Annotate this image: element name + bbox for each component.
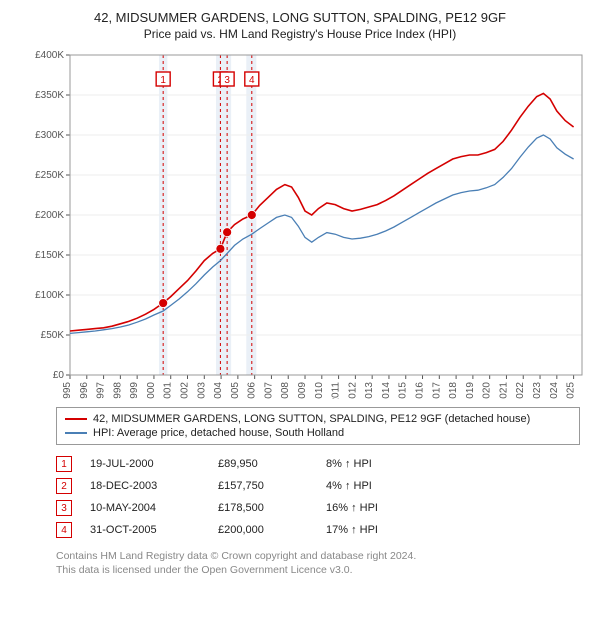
transaction-date: 31-OCT-2005 xyxy=(90,524,200,536)
svg-text:£0: £0 xyxy=(53,370,65,381)
transaction-badge: 2 xyxy=(56,478,72,494)
svg-text:2008: 2008 xyxy=(280,382,291,399)
svg-text:2015: 2015 xyxy=(398,382,409,399)
svg-text:1995: 1995 xyxy=(62,382,73,399)
svg-text:£300K: £300K xyxy=(35,130,64,141)
svg-text:3: 3 xyxy=(224,75,230,86)
footer-line-1: Contains HM Land Registry data © Crown c… xyxy=(56,549,580,563)
svg-text:2016: 2016 xyxy=(415,382,426,399)
svg-text:£150K: £150K xyxy=(35,250,64,261)
svg-text:2005: 2005 xyxy=(230,382,241,399)
svg-text:2025: 2025 xyxy=(566,382,577,399)
svg-text:£100K: £100K xyxy=(35,290,64,301)
transaction-badge: 3 xyxy=(56,500,72,516)
svg-text:2001: 2001 xyxy=(163,382,174,399)
svg-text:2018: 2018 xyxy=(448,382,459,399)
transaction-row-1: 1 19-JUL-2000 £89,950 8% ↑ HPI xyxy=(56,453,580,475)
svg-text:2007: 2007 xyxy=(263,382,274,399)
svg-text:2003: 2003 xyxy=(196,382,207,399)
transaction-hpi-diff: 8% ↑ HPI xyxy=(326,458,406,470)
transaction-price: £157,750 xyxy=(218,480,308,492)
legend-item-1: HPI: Average price, detached house, Sout… xyxy=(65,426,571,440)
svg-text:2014: 2014 xyxy=(381,382,392,399)
svg-text:£400K: £400K xyxy=(35,50,64,61)
svg-text:2006: 2006 xyxy=(247,382,258,399)
attribution-footer: Contains HM Land Registry data © Crown c… xyxy=(56,549,580,577)
svg-text:£350K: £350K xyxy=(35,90,64,101)
svg-text:2012: 2012 xyxy=(347,382,358,399)
transaction-hpi-diff: 17% ↑ HPI xyxy=(326,524,406,536)
svg-text:2000: 2000 xyxy=(146,382,157,399)
svg-text:£200K: £200K xyxy=(35,210,64,221)
svg-text:2024: 2024 xyxy=(549,382,560,399)
svg-text:1: 1 xyxy=(160,75,166,86)
svg-text:£250K: £250K xyxy=(35,170,64,181)
transactions-table: 1 19-JUL-2000 £89,950 8% ↑ HPI 2 18-DEC-2003 £… xyxy=(56,453,580,541)
svg-text:2011: 2011 xyxy=(331,382,342,399)
svg-text:1996: 1996 xyxy=(79,382,90,399)
svg-text:2020: 2020 xyxy=(482,382,493,399)
chart-title-line2: Price paid vs. HM Land Registry's House … xyxy=(10,27,590,41)
svg-text:4: 4 xyxy=(249,75,255,86)
legend-swatch xyxy=(65,418,87,420)
transaction-badge: 4 xyxy=(56,522,72,538)
transaction-price: £200,000 xyxy=(218,524,308,536)
svg-text:2010: 2010 xyxy=(314,382,325,399)
transaction-date: 18-DEC-2003 xyxy=(90,480,200,492)
transaction-row-2: 2 18-DEC-2003 £157,750 4% ↑ HPI xyxy=(56,475,580,497)
svg-text:2002: 2002 xyxy=(180,382,191,399)
svg-text:2004: 2004 xyxy=(213,382,224,399)
transaction-badge: 1 xyxy=(56,456,72,472)
price-chart: £0 £50K £100K £150K £200K £250K £300K £350K £400… xyxy=(30,49,590,399)
svg-text:1997: 1997 xyxy=(96,382,107,399)
legend-label: 42, MIDSUMMER GARDENS, LONG SUTTON, SPAL… xyxy=(93,413,530,425)
chart-legend: 42, MIDSUMMER GARDENS, LONG SUTTON, SPAL… xyxy=(56,407,580,445)
svg-text:1998: 1998 xyxy=(112,382,123,399)
svg-text:2021: 2021 xyxy=(498,382,509,399)
legend-item-0: 42, MIDSUMMER GARDENS, LONG SUTTON, SPAL… xyxy=(65,412,571,426)
transaction-date: 19-JUL-2000 xyxy=(90,458,200,470)
transaction-price: £178,500 xyxy=(218,502,308,514)
transaction-price: £89,950 xyxy=(218,458,308,470)
chart-title-line1: 42, MIDSUMMER GARDENS, LONG SUTTON, SPAL… xyxy=(10,10,590,25)
svg-text:2017: 2017 xyxy=(431,382,442,399)
transaction-hpi-diff: 4% ↑ HPI xyxy=(326,480,406,492)
transaction-hpi-diff: 16% ↑ HPI xyxy=(326,502,406,514)
footer-line-2: This data is licensed under the Open Gov… xyxy=(56,563,580,577)
svg-text:1999: 1999 xyxy=(129,382,140,399)
legend-label: HPI: Average price, detached house, Sout… xyxy=(93,427,344,439)
svg-text:2022: 2022 xyxy=(515,382,526,399)
transaction-row-3: 3 10-MAY-2004 £178,500 16% ↑ HPI xyxy=(56,497,580,519)
transaction-date: 10-MAY-2004 xyxy=(90,502,200,514)
svg-text:2013: 2013 xyxy=(364,382,375,399)
legend-swatch xyxy=(65,432,87,434)
svg-text:2023: 2023 xyxy=(532,382,543,399)
svg-text:2009: 2009 xyxy=(297,382,308,399)
svg-text:£50K: £50K xyxy=(41,330,65,341)
transaction-row-4: 4 31-OCT-2005 £200,000 17% ↑ HPI xyxy=(56,519,580,541)
svg-text:2019: 2019 xyxy=(465,382,476,399)
